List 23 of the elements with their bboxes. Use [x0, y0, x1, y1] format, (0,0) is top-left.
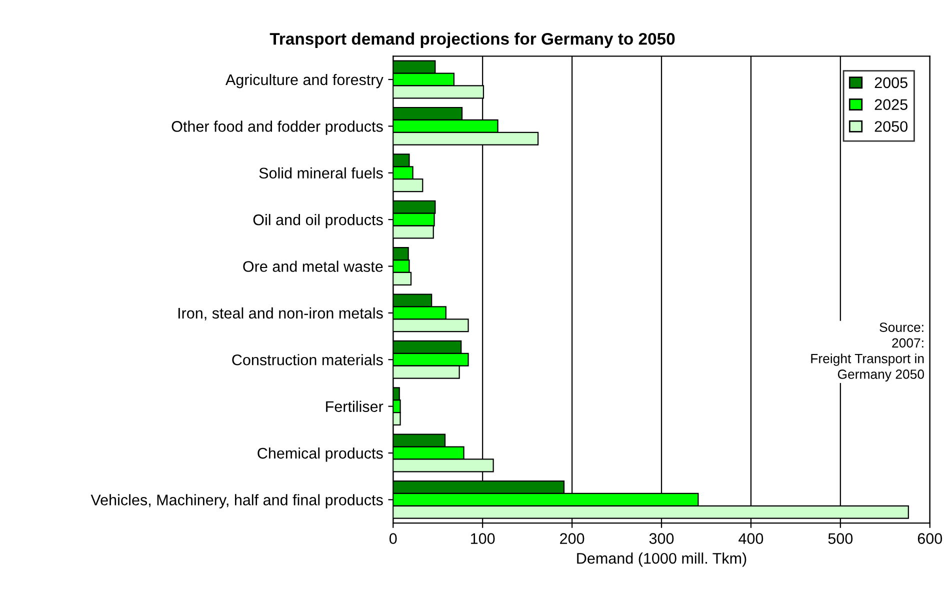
- chart-title: Transport demand projections for Germany to 2050: [270, 32, 675, 48]
- x-axis-title: Demand (1000 mill. Tkm): [577, 552, 746, 567]
- y-tick-label: Oil and oil products: [253, 214, 383, 228]
- x-tick-label: 300: [649, 533, 674, 544]
- y-tick-label: Other food and fodder products: [172, 120, 383, 135]
- y-tick-label: Vehicles, Machinery, half and final products: [90, 494, 383, 508]
- y-tick-label: Fertiliser: [326, 400, 384, 412]
- x-tick-label: 500: [828, 533, 853, 544]
- x-tick-label: 400: [738, 533, 764, 544]
- x-tick-label: 600: [918, 533, 942, 544]
- y-tick-label: Agriculture and forestry: [226, 74, 384, 88]
- y-tick-label: Iron, steal and non-iron metals: [178, 307, 383, 320]
- x-tick-label: 0: [389, 533, 397, 544]
- y-tick-label: Ore and metal waste: [243, 260, 383, 272]
- x-tick-label: 200: [560, 533, 584, 544]
- legend-label: 2050: [874, 121, 908, 132]
- legend-label: 2025: [874, 99, 908, 110]
- y-tick-label: Construction materials: [232, 354, 383, 366]
- legend-label: 2005: [874, 77, 908, 88]
- y-tick-label: Chemical products: [258, 447, 383, 462]
- x-tick-label: 100: [471, 533, 495, 544]
- y-tick-label: Solid mineral fuels: [259, 167, 383, 179]
- annotation: Source: 2007: Freight Transport in Germany 2050: [811, 322, 924, 382]
